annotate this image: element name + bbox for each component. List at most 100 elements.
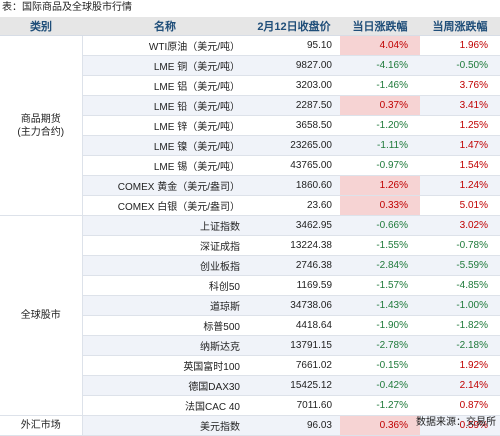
table-row: COMEX 黄金（美元/盎司） 1860.60 1.26% 1.24% — [0, 175, 500, 196]
table-row: 纳斯达克 13791.15 -2.78% -2.18% — [0, 335, 500, 356]
price-cell: 34738.06 — [248, 295, 340, 316]
week-change-cell: 1.47% — [420, 135, 500, 156]
name-cell: LME 镍（美元/吨） — [82, 135, 248, 156]
table-row: 标普500 4418.64 -1.90% -1.82% — [0, 315, 500, 336]
day-change-cell: 0.36% — [340, 415, 420, 436]
name-cell: 上证指数 — [82, 215, 248, 236]
day-change-cell: -0.66% — [340, 215, 420, 236]
table-body: 商品期货 (主力合约) WTI原油（美元/吨） 95.10 4.04% 1.96% LME … — [0, 35, 500, 436]
week-change-cell: 3.76% — [420, 75, 500, 96]
price-cell: 1860.60 — [248, 175, 340, 196]
table-row: 法国CAC 40 7011.60 -1.27% 0.87% — [0, 395, 500, 416]
name-cell: 深证成指 — [82, 235, 248, 256]
name-cell: 德国DAX30 — [82, 375, 248, 396]
price-cell: 7011.60 — [248, 395, 340, 416]
week-change-cell: -2.18% — [420, 335, 500, 356]
day-change-cell: -0.97% — [340, 155, 420, 176]
table-row: LME 铅（美元/吨） 2287.50 0.37% 3.41% — [0, 95, 500, 116]
week-change-cell: 1.24% — [420, 175, 500, 196]
price-cell: 3658.50 — [248, 115, 340, 136]
day-change-cell: -0.15% — [340, 355, 420, 376]
week-change-cell: 1.54% — [420, 155, 500, 176]
category-cell-fx: 外汇市场 — [0, 415, 83, 436]
day-change-cell: 1.26% — [340, 175, 420, 196]
table-row: 商品期货 (主力合约) WTI原油（美元/吨） 95.10 4.04% 1.96% — [0, 35, 500, 216]
day-change-cell: -1.11% — [340, 135, 420, 156]
price-cell: 9827.00 — [248, 55, 340, 76]
name-cell: LME 铅（美元/吨） — [82, 95, 248, 116]
price-cell: 3462.95 — [248, 215, 340, 236]
table-row: 科创50 1169.59 -1.57% -4.85% — [0, 275, 500, 296]
price-cell: 2746.38 — [248, 255, 340, 276]
table-row: LME 铜（美元/吨） 9827.00 -4.16% -0.50% — [0, 55, 500, 76]
week-change-cell: 1.25% — [420, 115, 500, 136]
header-day-change: 当日涨跌幅 — [340, 17, 420, 36]
table-row: 创业板指 2746.38 -2.84% -5.59% — [0, 255, 500, 276]
name-cell: 道琼斯 — [82, 295, 248, 316]
day-change-cell: -1.57% — [340, 275, 420, 296]
name-cell: LME 铝（美元/吨） — [82, 75, 248, 96]
day-change-cell: -0.42% — [340, 375, 420, 396]
name-cell: 科创50 — [82, 275, 248, 296]
name-cell: 英国富时100 — [82, 355, 248, 376]
price-cell: 4418.64 — [248, 315, 340, 336]
day-change-cell: -1.20% — [340, 115, 420, 136]
week-change-cell: -0.50% — [420, 55, 500, 76]
name-cell: WTI原油（美元/吨） — [82, 35, 248, 56]
price-cell: 23265.00 — [248, 135, 340, 156]
day-change-cell: 0.37% — [340, 95, 420, 116]
name-cell: COMEX 白银（美元/盎司） — [82, 195, 248, 216]
price-cell: 96.03 — [248, 415, 340, 436]
day-change-cell: -4.16% — [340, 55, 420, 76]
table-row: LME 铝（美元/吨） 3203.00 -1.46% 3.76% — [0, 75, 500, 96]
header-row: 类别 名称 2月12日收盘价 当日涨跌幅 当周涨跌幅 — [0, 17, 500, 36]
name-cell: 创业板指 — [82, 255, 248, 276]
day-change-cell: -1.55% — [340, 235, 420, 256]
name-cell: 美元指数 — [82, 415, 248, 436]
price-cell: 95.10 — [248, 35, 340, 56]
market-table: 类别 名称 2月12日收盘价 当日涨跌幅 当周涨跌幅 商品期货 (主力合约) WTI… — [0, 17, 500, 436]
price-cell: 3203.00 — [248, 75, 340, 96]
week-change-cell: -0.78% — [420, 235, 500, 256]
header-week-change: 当周涨跌幅 — [420, 17, 500, 36]
price-cell: 2287.50 — [248, 95, 340, 116]
week-change-cell: 2.14% — [420, 375, 500, 396]
name-cell: LME 锡（美元/吨） — [82, 155, 248, 176]
table-row: COMEX 白银（美元/盎司） 23.60 0.33% 5.01% — [0, 195, 500, 216]
week-change-cell: 0.87% — [420, 395, 500, 416]
table-row: LME 锡（美元/吨） 43765.00 -0.97% 1.54% — [0, 155, 500, 176]
week-change-cell: -1.00% — [420, 295, 500, 316]
week-change-cell: -1.82% — [420, 315, 500, 336]
header-category: 类别 — [0, 17, 82, 36]
name-cell: LME 铜（美元/吨） — [82, 55, 248, 76]
price-cell: 7661.02 — [248, 355, 340, 376]
week-change-cell: 1.92% — [420, 355, 500, 376]
week-change-cell: 3.41% — [420, 95, 500, 116]
price-cell: 13791.15 — [248, 335, 340, 356]
category-cell-commodity: 商品期货 (主力合约) — [0, 35, 83, 216]
name-cell: LME 锌（美元/吨） — [82, 115, 248, 136]
day-change-cell: -2.78% — [340, 335, 420, 356]
day-change-cell: 4.04% — [340, 35, 420, 56]
table-row: 德国DAX30 15425.12 -0.42% 2.14% — [0, 375, 500, 396]
day-change-cell: -1.43% — [340, 295, 420, 316]
day-change-cell: 0.33% — [340, 195, 420, 216]
name-cell: COMEX 黄金（美元/盎司） — [82, 175, 248, 196]
week-change-cell: 3.02% — [420, 215, 500, 236]
data-source: 数据来源：交易所 — [416, 417, 496, 428]
header-price: 2月12日收盘价 — [248, 17, 340, 36]
category-cell-stocks: 全球股市 — [0, 215, 83, 416]
week-change-cell: 1.96% — [420, 35, 500, 56]
name-cell: 标普500 — [82, 315, 248, 336]
table-row: LME 镍（美元/吨） 23265.00 -1.11% 1.47% — [0, 135, 500, 156]
price-cell: 15425.12 — [248, 375, 340, 396]
name-cell: 纳斯达克 — [82, 335, 248, 356]
table-row: 深证成指 13224.38 -1.55% -0.78% — [0, 235, 500, 256]
table-caption: 表：国际商品及全球股市行情 — [2, 2, 132, 13]
header-name: 名称 — [82, 17, 248, 36]
name-cell: 法国CAC 40 — [82, 395, 248, 416]
day-change-cell: -2.84% — [340, 255, 420, 276]
week-change-cell: -4.85% — [420, 275, 500, 296]
price-cell: 1169.59 — [248, 275, 340, 296]
day-change-cell: -1.27% — [340, 395, 420, 416]
